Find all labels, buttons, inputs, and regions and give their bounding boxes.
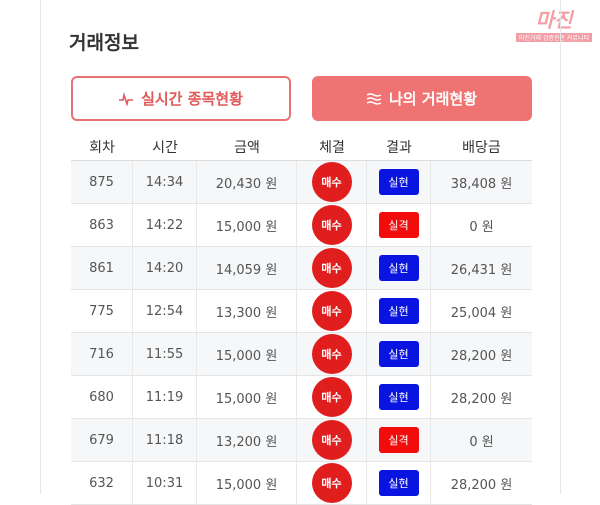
table-cell: 28,200 원 <box>450 477 513 493</box>
table-cell: 매수 <box>297 247 367 289</box>
table-cell: 28,200 원 <box>450 391 513 407</box>
card: 거래정보 실시간 종목현황 나의 거래현황 회차 시간 금액 체결 결과 배당금 875 1… <box>40 0 561 505</box>
buy-badge: 매수 <box>311 420 352 460</box>
table-cell: 861 <box>71 247 133 289</box>
table-cell: 632 <box>71 462 133 504</box>
table-row[interactable]: 863 14:22 15,000 원 매수 실격 0 원 <box>71 204 532 247</box>
result-badge: 실현 <box>378 255 419 281</box>
table-cell: 679 <box>71 419 133 461</box>
table-cell: 28,200 원 <box>450 348 513 364</box>
table-cell: 14:34 <box>133 161 197 203</box>
header-cell: 체결 <box>319 140 345 156</box>
table-cell: 25,004 원 <box>450 305 513 321</box>
watermark-brand: 마진 <box>535 8 573 32</box>
table-cell: 20,430 원 <box>197 161 297 203</box>
table-cell: 716 <box>71 333 133 375</box>
table-cell: 실현 <box>367 247 431 289</box>
table-row[interactable]: 716 11:55 15,000 원 매수 실현 28,200 원 <box>71 333 532 376</box>
result-badge: 실현 <box>378 384 419 410</box>
watermark-tagline: 마진거래 검증전문 커뮤니티 <box>515 33 592 42</box>
table-cell: 15,000 원 <box>197 462 297 504</box>
table-cell: 매수 <box>297 290 367 332</box>
header-cell: 금액 <box>234 140 260 156</box>
table-cell: 14:22 <box>133 204 197 246</box>
result-badge: 실격 <box>378 212 419 238</box>
table-cell: 38,408 원 <box>450 176 513 192</box>
watermark: 마진 마진거래 검증전문 커뮤니티 <box>515 4 592 42</box>
table-cell: 15,000 원 <box>197 204 297 246</box>
header-cell: 회차 <box>89 140 115 156</box>
buy-badge: 매수 <box>311 248 352 288</box>
table-cell: 실격 <box>367 204 431 246</box>
buy-badge: 매수 <box>311 205 352 245</box>
table-cell: 863 <box>71 204 133 246</box>
table-body: 875 14:34 20,430 원 매수 실현 38,408 원 863 14:22 15,0… <box>71 161 532 505</box>
section-title: 거래정보 <box>69 32 139 54</box>
header-cell: 배당금 <box>462 140 501 156</box>
table-cell: 11:55 <box>133 333 197 375</box>
table-cell: 매수 <box>297 419 367 461</box>
page: 마진 마진거래 검증전문 커뮤니티 거래정보 실시간 종목현황 나의 거래현황 … <box>40 0 592 505</box>
result-badge: 실현 <box>378 470 419 496</box>
table-row[interactable]: 861 14:20 14,059 원 매수 실현 26,431 원 <box>71 247 532 290</box>
result-badge: 실현 <box>378 298 419 324</box>
result-badge: 실현 <box>378 169 419 195</box>
tab-mine[interactable]: 나의 거래현황 <box>312 76 532 121</box>
table-cell: 0 원 <box>469 434 494 450</box>
result-badge: 실현 <box>378 341 419 367</box>
table-row[interactable]: 680 11:19 15,000 원 매수 실현 28,200 원 <box>71 376 532 419</box>
table-row[interactable]: 632 10:31 15,000 원 매수 실현 28,200 원 <box>71 462 532 505</box>
table-cell: 14:20 <box>133 247 197 289</box>
tab-label: 나의 거래현황 <box>388 90 478 108</box>
table-cell: 775 <box>71 290 133 332</box>
table-cell: 매수 <box>297 462 367 504</box>
buy-badge: 매수 <box>311 334 352 374</box>
buy-badge: 매수 <box>311 291 352 331</box>
table-cell: 13,300 원 <box>197 290 297 332</box>
table-cell: 매수 <box>297 333 367 375</box>
table-cell: 12:54 <box>133 290 197 332</box>
table-cell: 매수 <box>297 376 367 418</box>
table-cell: 11:19 <box>133 376 197 418</box>
table-row[interactable]: 679 11:18 13,200 원 매수 실격 0 원 <box>71 419 532 462</box>
table-row[interactable]: 875 14:34 20,430 원 매수 실현 38,408 원 <box>71 161 532 204</box>
table-cell: 13,200 원 <box>197 419 297 461</box>
buy-badge: 매수 <box>311 162 352 202</box>
table-cell: 실현 <box>367 462 431 504</box>
table-cell: 875 <box>71 161 133 203</box>
buy-badge: 매수 <box>311 377 352 417</box>
wave-icon <box>366 92 381 105</box>
table-cell: 매수 <box>297 161 367 203</box>
table-cell: 14,059 원 <box>197 247 297 289</box>
table-cell: 15,000 원 <box>197 376 297 418</box>
table-cell: 실현 <box>367 333 431 375</box>
pulse-icon <box>119 91 134 106</box>
table-row[interactable]: 775 12:54 13,300 원 매수 실현 25,004 원 <box>71 290 532 333</box>
header-cell: 시간 <box>152 140 178 156</box>
table-cell: 10:31 <box>133 462 197 504</box>
table-cell: 실현 <box>367 161 431 203</box>
table-cell: 15,000 원 <box>197 333 297 375</box>
table-cell: 0 원 <box>469 219 494 235</box>
table-cell: 매수 <box>297 204 367 246</box>
tab-realtime[interactable]: 실시간 종목현황 <box>71 76 291 121</box>
tab-label: 실시간 종목현황 <box>141 90 243 108</box>
table-cell: 680 <box>71 376 133 418</box>
table-cell: 26,431 원 <box>450 262 513 278</box>
table-cell: 실현 <box>367 376 431 418</box>
table-cell: 실현 <box>367 290 431 332</box>
table-cell: 실격 <box>367 419 431 461</box>
header-cell: 결과 <box>386 140 412 156</box>
table-header: 회차 시간 금액 체결 결과 배당금 <box>71 136 532 161</box>
buy-badge: 매수 <box>311 463 352 503</box>
result-badge: 실격 <box>378 427 419 453</box>
table-cell: 11:18 <box>133 419 197 461</box>
